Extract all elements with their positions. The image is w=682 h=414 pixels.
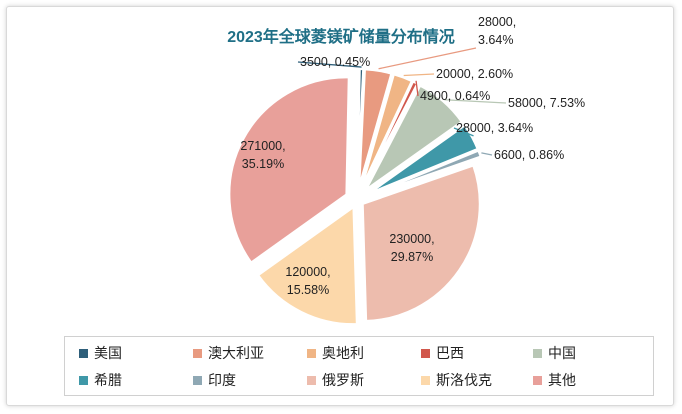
legend-label: 印度 xyxy=(208,373,236,389)
leader-line-1 xyxy=(297,61,362,68)
legend-label: 巴西 xyxy=(436,346,464,362)
pie-slice-4 xyxy=(362,80,419,188)
legend-swatch xyxy=(421,348,430,358)
legend-item-2: 澳大利亚 xyxy=(193,343,264,363)
chart-legend: 美国 澳大利亚 奥地利 巴西 中国希腊 印度 俄罗斯 斯洛伐克 其他 xyxy=(64,336,654,396)
legend-item-5: 中国 xyxy=(533,343,576,363)
pie-slice-6 xyxy=(368,124,479,195)
legend-swatch xyxy=(533,348,542,358)
legend-item-9: 斯洛伐克 xyxy=(421,370,492,390)
data-label-2: 28000, 3.64% xyxy=(478,15,516,47)
leader-line-4 xyxy=(415,80,419,97)
data-label-8: 230000, 29.87% xyxy=(389,232,434,264)
legend-swatch xyxy=(193,375,202,385)
legend-item-6: 希腊 xyxy=(79,370,122,390)
legend-label: 斯洛伐克 xyxy=(436,373,492,389)
legend-swatch xyxy=(533,375,542,385)
pie-slice-1 xyxy=(356,68,365,187)
pie-slice-9 xyxy=(256,205,358,326)
data-label-4: 4900, 0.64% xyxy=(420,89,490,103)
legend-item-3: 奥地利 xyxy=(307,343,364,363)
legend-swatch xyxy=(79,375,88,385)
chart-title: 2023年全球菱镁矿储量分布情况 xyxy=(227,27,455,46)
legend-swatch xyxy=(307,375,316,385)
legend-label: 澳大利亚 xyxy=(208,346,264,362)
pie-slice-5 xyxy=(365,84,464,191)
data-label-1: 3500, 0.45% xyxy=(300,55,370,69)
leader-line-7 xyxy=(481,152,493,156)
legend-swatch xyxy=(193,348,202,358)
pie-slice-3 xyxy=(360,73,414,188)
leader-line-3 xyxy=(403,73,435,77)
data-label-5: 58000, 7.53% xyxy=(508,96,585,110)
pie-slice-8 xyxy=(361,164,481,322)
data-label-6: 28000, 3.64% xyxy=(456,121,533,135)
leader-line-5 xyxy=(444,99,507,104)
legend-label: 其他 xyxy=(548,373,576,389)
legend-label: 希腊 xyxy=(94,373,122,389)
legend-item-1: 美国 xyxy=(79,343,122,363)
legend-item-4: 巴西 xyxy=(421,343,464,363)
legend-item-7: 印度 xyxy=(193,370,236,390)
pie-slice-2 xyxy=(358,68,393,187)
data-label-7: 6600, 0.86% xyxy=(494,148,564,162)
data-label-3: 20000, 2.60% xyxy=(436,67,513,81)
legend-swatch xyxy=(421,375,430,385)
legend-label: 奥地利 xyxy=(322,346,364,362)
legend-label: 中国 xyxy=(548,346,576,362)
leader-line-2 xyxy=(378,47,477,70)
pie-slice-10 xyxy=(228,76,350,264)
legend-label: 美国 xyxy=(94,346,122,362)
data-label-10: 271000, 35.19% xyxy=(240,139,285,171)
leader-line-6 xyxy=(453,127,474,137)
legend-swatch xyxy=(307,348,316,358)
legend-item-10: 其他 xyxy=(533,370,576,390)
legend-swatch xyxy=(79,348,88,358)
data-label-9: 120000, 15.58% xyxy=(285,265,330,297)
pie-slice-7 xyxy=(369,149,482,196)
legend-label: 俄罗斯 xyxy=(322,373,364,389)
legend-item-8: 俄罗斯 xyxy=(307,370,364,390)
